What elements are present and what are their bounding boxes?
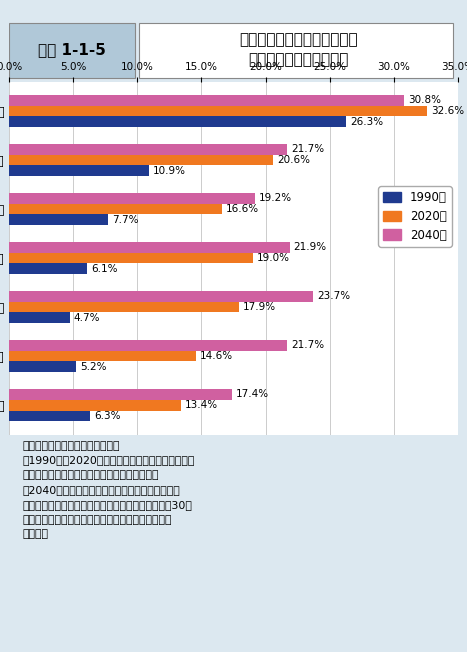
Bar — [9, 400, 181, 411]
Text: 資料：総務省統計局「国勢調査」
　1990年、2020年の人口は総務省統計局「国勢調
　査」の単独世帯数を人口総数で除したもの。
　2040年推計値は国立社会保: 資料：総務省統計局「国勢調査」 1990年、2020年の人口は総務省統計局「国勢… — [23, 441, 195, 539]
Text: 16.6%: 16.6% — [226, 204, 259, 214]
Text: 21.7%: 21.7% — [291, 144, 324, 154]
Text: 7.7%: 7.7% — [112, 215, 138, 225]
Bar — [9, 291, 313, 302]
Text: 5.2%: 5.2% — [80, 362, 106, 372]
Text: 21.9%: 21.9% — [294, 243, 327, 252]
Bar — [9, 252, 253, 263]
Text: 23.7%: 23.7% — [317, 291, 350, 301]
Text: 10.9%: 10.9% — [153, 166, 186, 176]
Bar — [9, 361, 76, 372]
Bar — [9, 193, 255, 203]
Text: 19.2%: 19.2% — [259, 193, 292, 203]
Text: 年齢階級別人口に占める単独
世帯者数の割合（男性）: 年齢階級別人口に占める単独 世帯者数の割合（男性） — [239, 32, 358, 67]
Bar — [9, 215, 108, 225]
Bar — [9, 389, 232, 400]
Bar — [9, 411, 90, 421]
Text: 19.0%: 19.0% — [256, 253, 290, 263]
Bar — [9, 340, 287, 351]
Bar — [9, 302, 239, 312]
Bar — [9, 144, 287, 155]
Bar — [9, 263, 87, 274]
FancyBboxPatch shape — [9, 23, 135, 78]
Text: 20.6%: 20.6% — [277, 155, 310, 165]
FancyBboxPatch shape — [139, 23, 453, 78]
Bar — [9, 166, 149, 176]
Legend: 1990年, 2020年, 2040年: 1990年, 2020年, 2040年 — [378, 186, 452, 246]
Text: 13.4%: 13.4% — [185, 400, 218, 410]
Text: 21.7%: 21.7% — [291, 340, 324, 350]
Bar — [9, 351, 196, 361]
Text: 6.1%: 6.1% — [92, 264, 118, 274]
Bar — [9, 116, 346, 127]
Text: 図表 1-1-5: 図表 1-1-5 — [38, 42, 106, 57]
Text: 26.3%: 26.3% — [350, 117, 383, 126]
Bar — [9, 95, 404, 106]
Bar — [9, 312, 70, 323]
Text: 17.9%: 17.9% — [242, 302, 276, 312]
Text: 14.6%: 14.6% — [200, 351, 234, 361]
Text: 17.4%: 17.4% — [236, 389, 269, 399]
Bar — [9, 106, 427, 116]
Bar — [9, 242, 290, 252]
Bar — [9, 203, 222, 215]
Text: 6.3%: 6.3% — [94, 411, 120, 421]
Text: 30.8%: 30.8% — [408, 95, 441, 105]
Text: 32.6%: 32.6% — [431, 106, 464, 116]
Text: 4.7%: 4.7% — [73, 313, 100, 323]
Bar — [9, 155, 273, 166]
